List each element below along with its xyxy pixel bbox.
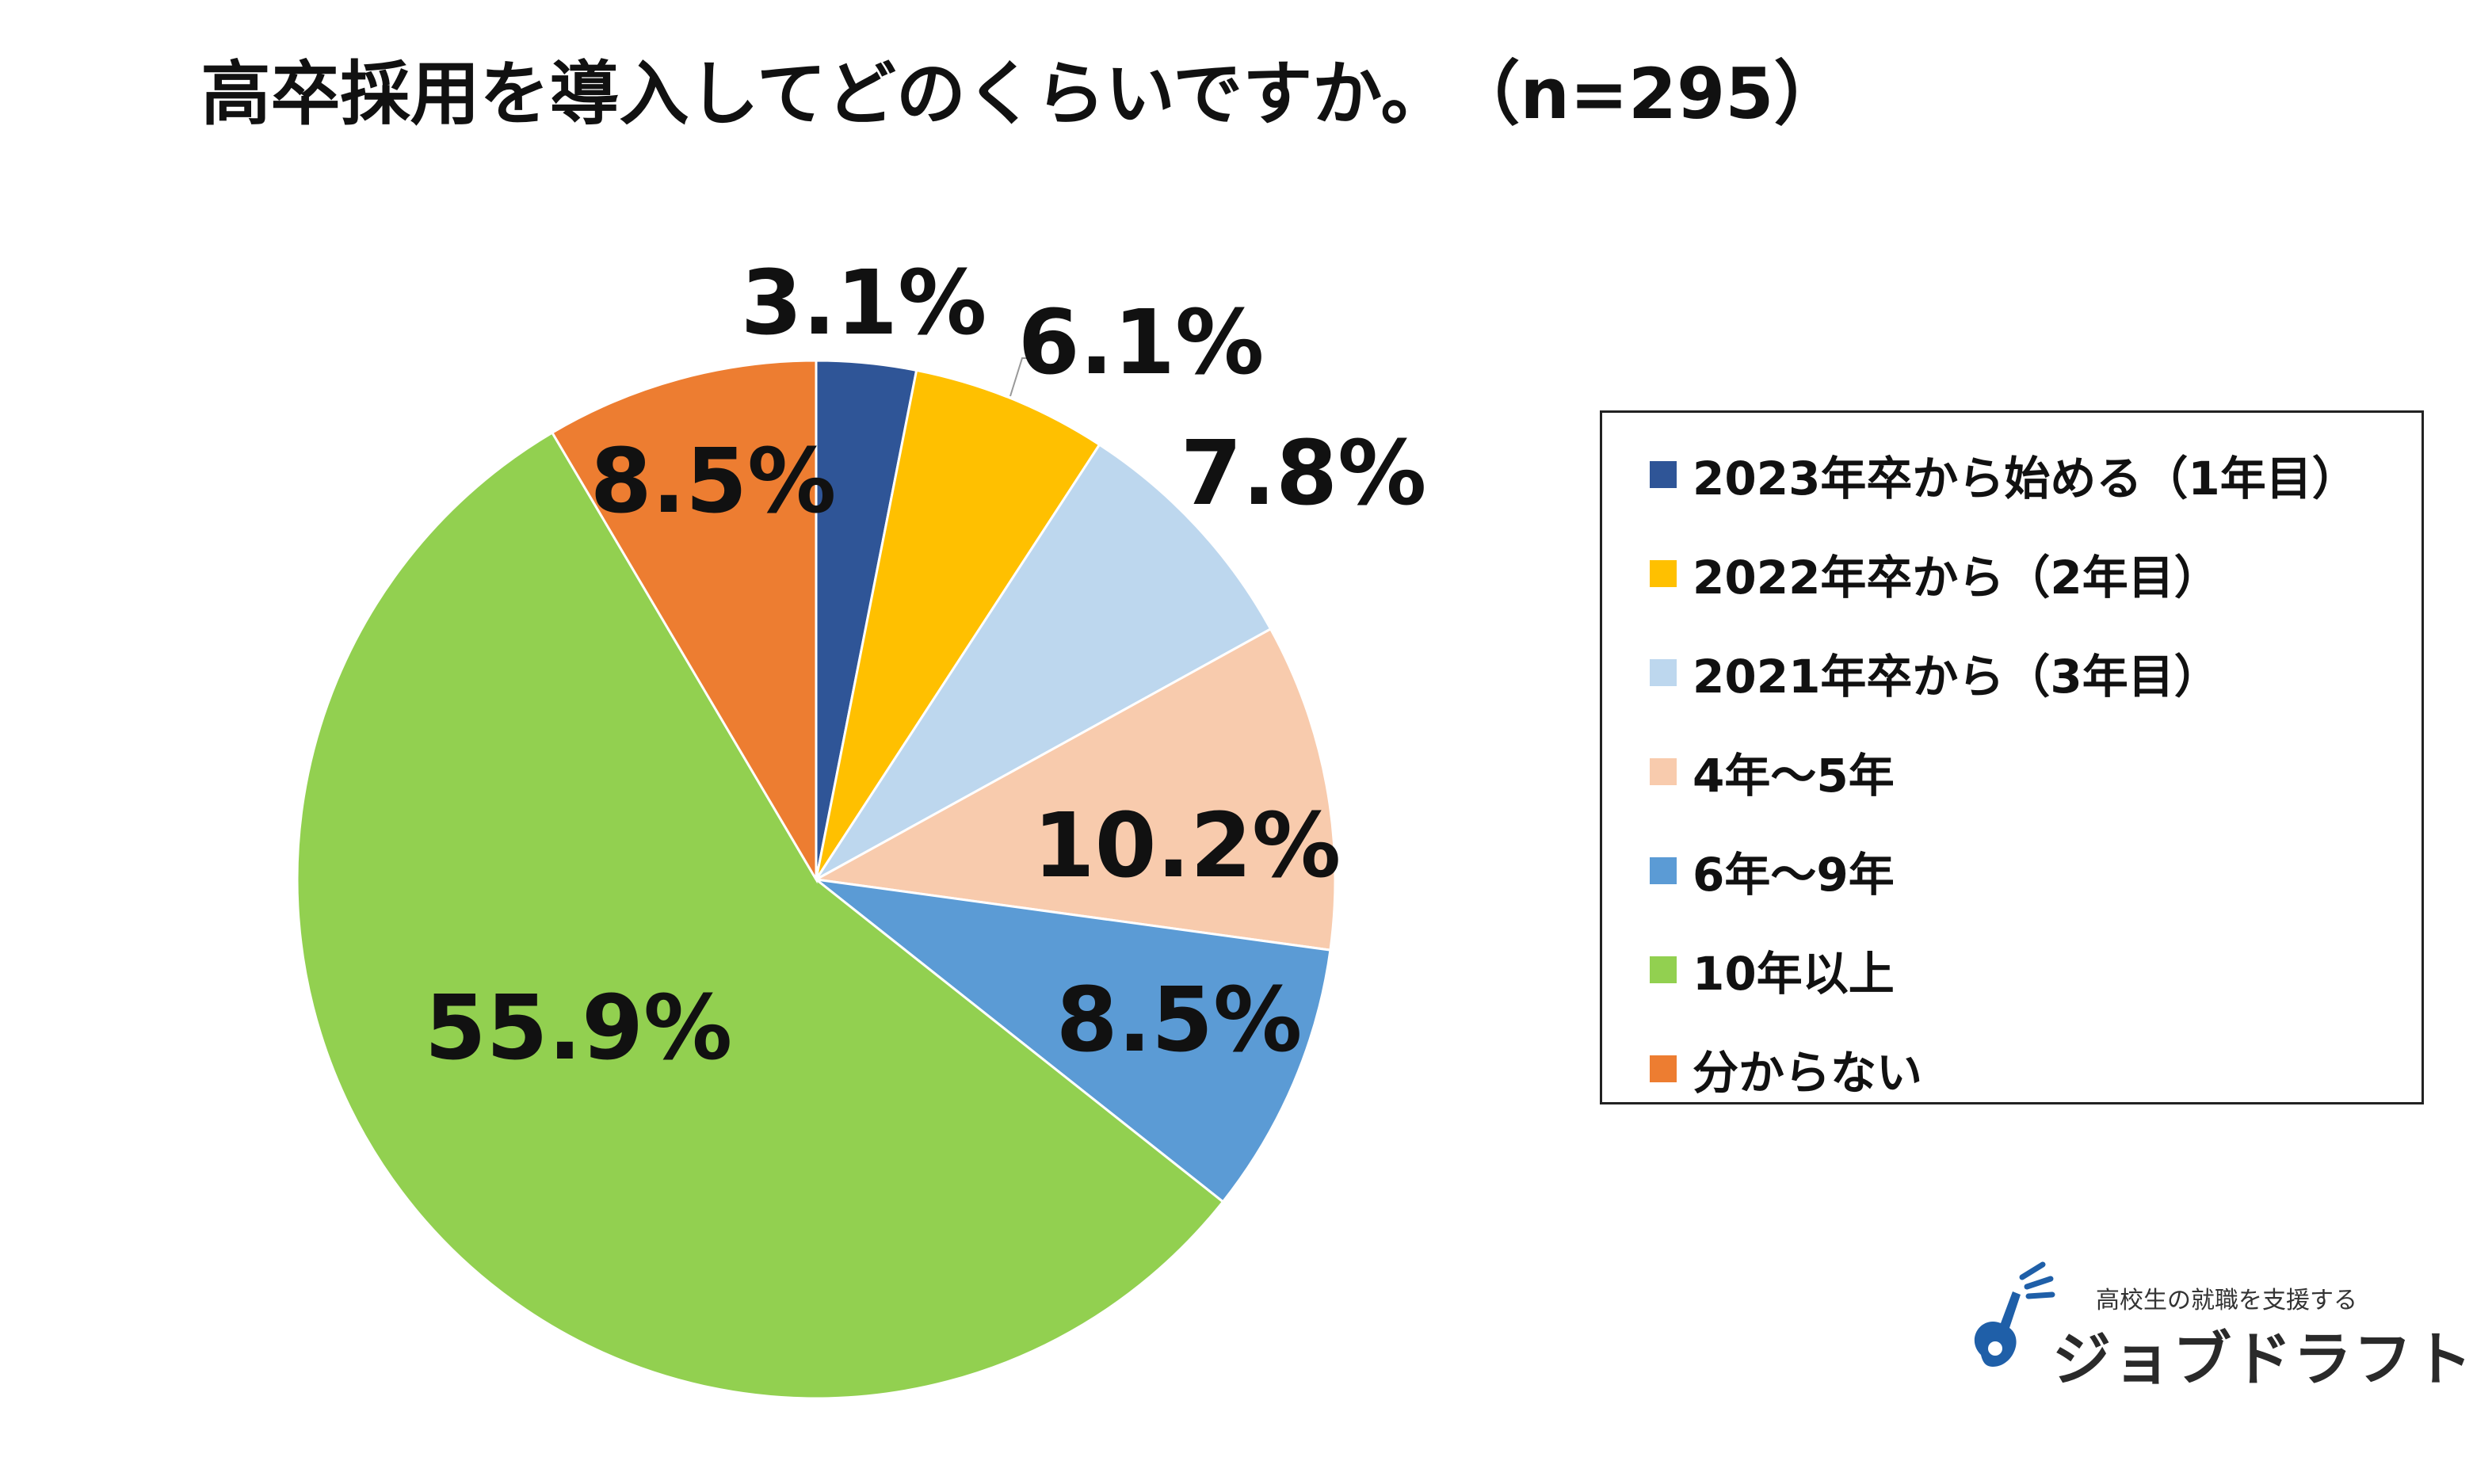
legend-swatch <box>1650 659 1677 686</box>
slice-label: 8.5% <box>1056 969 1303 1072</box>
leader-lines <box>1009 357 1040 397</box>
slice-label: 8.5% <box>590 430 837 533</box>
legend-item: 6年～9年 <box>1650 839 1895 902</box>
legend-label: 分からない <box>1693 1046 1923 1100</box>
slice-label: 55.9% <box>425 977 733 1080</box>
guitar-note-icon <box>1974 1261 2055 1367</box>
chart-title: 高卒採用を導入してどのくらいですか。 （n=295） <box>200 53 1844 135</box>
legend-swatch <box>1650 758 1677 785</box>
legend-item: 2023年卒から始める（1年目） <box>1650 443 2358 506</box>
legend-item: 2022年卒から（2年目） <box>1650 542 2220 605</box>
legend-swatch <box>1650 461 1677 488</box>
slice-label: 10.2% <box>1033 795 1341 898</box>
legend-swatch <box>1650 956 1677 983</box>
brand-logo: 高校生の就職を支援する ジョブドラフト <box>1965 1260 2472 1394</box>
pie-slice <box>815 443 1273 881</box>
logo-tagline: 高校生の就職を支援する <box>2096 1287 2357 1314</box>
slice-labels: 3.1% 6.1% 7.8% 10.2% 8.5% 55.9% 8.5% <box>425 252 1427 1080</box>
legend-label: 2021年卒から（3年目） <box>1693 650 2220 704</box>
pie-slice <box>296 430 1225 1400</box>
slice-label: 7.8% <box>1181 422 1427 525</box>
legend-item: 分からない <box>1650 1037 1922 1101</box>
legend-label: 6年～9年 <box>1693 848 1895 902</box>
legend-swatch <box>1650 560 1677 587</box>
pie-slice <box>815 368 1101 880</box>
pie-slice <box>550 359 818 884</box>
legend-label: 2023年卒から始める（1年目） <box>1693 452 2358 505</box>
legend: 2023年卒から始める（1年目） 2022年卒から（2年目） 2021年卒から（3年… <box>1600 410 2424 1104</box>
pie-chart: 3.1% 6.1% 7.8% 10.2% 8.5% 55.9% 8.5% <box>296 252 1427 1400</box>
leader-line <box>1009 357 1040 397</box>
legend-label: 10年以上 <box>1693 947 1895 1001</box>
legend-label: 4年～5年 <box>1693 749 1895 803</box>
legend-item: 2021年卒から（3年目） <box>1650 641 2220 704</box>
legend-item: 10年以上 <box>1650 938 1895 1001</box>
slice-label: 6.1% <box>1018 292 1265 395</box>
pie-slice <box>812 627 1337 952</box>
logo-name: ジョブドラフト <box>2052 1326 2473 1394</box>
legend-swatch <box>1650 1055 1677 1082</box>
pie-slice <box>811 877 1332 1204</box>
slice-label: 3.1% <box>741 252 987 355</box>
legend-swatch <box>1650 857 1677 884</box>
legend-label: 2022年卒から（2年目） <box>1693 551 2220 605</box>
legend-item: 4年～5年 <box>1650 740 1895 803</box>
pie-slices <box>296 359 1337 1400</box>
